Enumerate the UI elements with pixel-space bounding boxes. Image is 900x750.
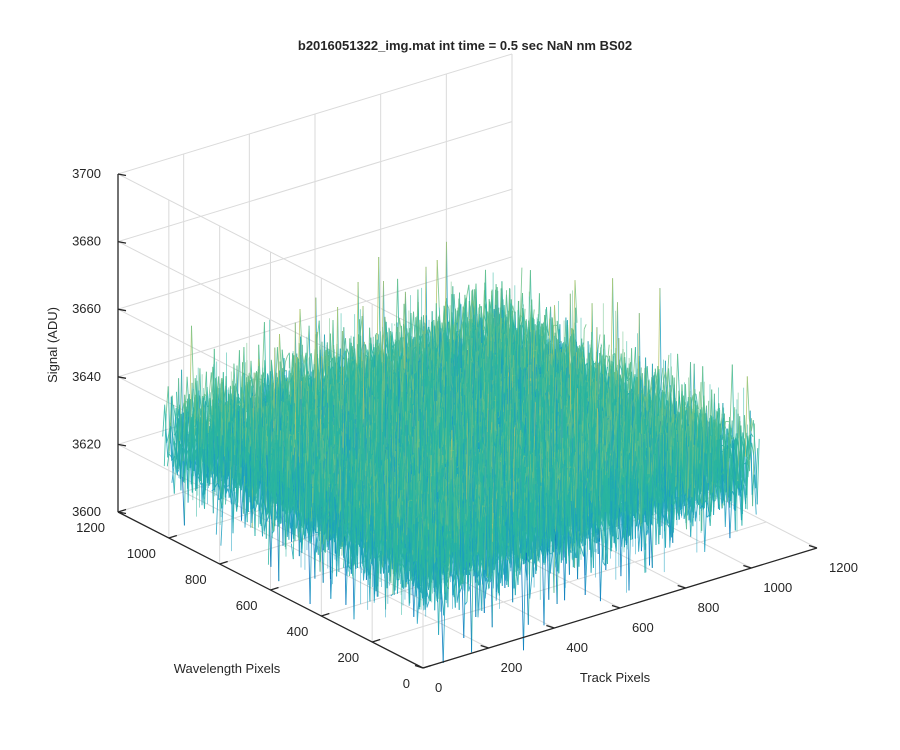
grid-line [117, 443, 424, 601]
x-tick [611, 604, 621, 609]
z-tick-label: 3660 [72, 301, 101, 316]
y-tick-label: 0 [403, 676, 410, 691]
y-tick-label: 200 [337, 650, 359, 665]
x-tick [743, 564, 752, 569]
x-tick [808, 544, 818, 549]
y-tick [321, 612, 330, 617]
grid-line [117, 121, 513, 243]
x-tick-label: 200 [501, 660, 523, 675]
grid-line [117, 173, 424, 331]
surface-strip [595, 363, 599, 490]
z-tick-label: 3680 [72, 234, 101, 249]
z-tick [117, 308, 127, 312]
y-tick [219, 560, 228, 565]
x-tick-label: 0 [435, 680, 442, 695]
z-tick [117, 443, 127, 447]
x-tick-label: 1200 [829, 560, 858, 575]
x-axis-label: Track Pixels [580, 670, 651, 685]
x-tick-label: 800 [698, 600, 720, 615]
x-tick-label: 600 [632, 620, 654, 635]
y-tick-label: 1000 [127, 546, 156, 561]
y-axis-label: Wavelength Pixels [174, 661, 281, 676]
y-tick [371, 638, 381, 643]
x-tick [480, 644, 489, 649]
tick-labels: 3600 3620 3640 3660 3680 3700 0 200 400 600 800 100… [72, 166, 858, 695]
x-tick [414, 664, 424, 669]
z-tick [117, 240, 127, 244]
surface-strip [512, 427, 516, 517]
y-tick-label: 600 [236, 598, 258, 613]
y-tick-label: 1200 [76, 520, 105, 535]
surface-strip [440, 552, 529, 664]
z-axis-label: Signal (ADU) [45, 307, 60, 383]
y-tick-label: 800 [185, 572, 207, 587]
surface-mesh [162, 241, 760, 664]
surface-strip [381, 280, 384, 371]
x-tick [546, 624, 555, 629]
z-tick-label: 3700 [72, 166, 101, 181]
z-tick [117, 173, 127, 177]
axes [117, 173, 818, 669]
y-tick [117, 508, 127, 513]
z-tick-label: 3640 [72, 369, 101, 384]
x-tick-label: 1000 [763, 580, 792, 595]
y-tick [168, 534, 178, 539]
z-tick-label: 3620 [72, 436, 101, 451]
z-tick-label: 3600 [72, 504, 101, 519]
grid-line [117, 188, 513, 310]
x-tick-label: 400 [566, 640, 588, 655]
surface-strip [469, 545, 473, 653]
grid-line [117, 53, 513, 175]
x-tick [677, 584, 686, 589]
y-tick [270, 586, 279, 591]
y-tick-label: 400 [287, 624, 309, 639]
chart-title: b2016051322_img.mat int time = 0.5 sec N… [298, 38, 632, 53]
y-tick [422, 664, 432, 669]
z-tick [117, 376, 127, 379]
